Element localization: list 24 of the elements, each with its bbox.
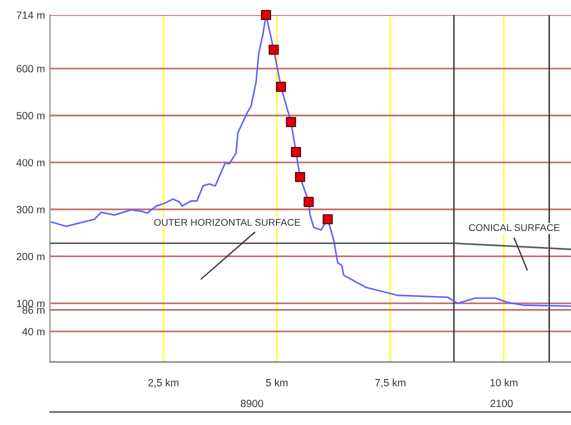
annotation: OUTER HORIZONTAL SURFACE — [154, 218, 300, 226]
x-tick-label: 7,5 km — [375, 378, 406, 388]
y-tick-label: 400 m — [16, 158, 44, 166]
text: 2100 — [490, 400, 513, 408]
point — [304, 196, 314, 207]
y-tick-label: 600 m — [16, 65, 44, 72]
point — [276, 82, 286, 92]
y-tick-label: 40 m — [22, 328, 44, 336]
point — [295, 172, 306, 182]
y-tick-label: 300 m — [16, 206, 44, 214]
annotation: CONICAL SURFACE — [468, 224, 560, 232]
text: 8900 — [240, 400, 264, 408]
y-tick-label: 100 m — [16, 300, 44, 308]
point — [290, 147, 302, 158]
y-tick-label: 500 m — [16, 112, 44, 120]
x-tick-label: 5 km — [266, 378, 288, 386]
point — [260, 10, 272, 20]
point — [268, 44, 279, 55]
point — [322, 214, 333, 224]
y-tick-label: 714 m — [16, 12, 44, 19]
x-tick-label: 10 km — [490, 378, 518, 386]
x-tick-label: 2,5 km — [148, 378, 178, 388]
y-tick-label: 200 m — [16, 252, 44, 260]
point — [286, 117, 296, 128]
